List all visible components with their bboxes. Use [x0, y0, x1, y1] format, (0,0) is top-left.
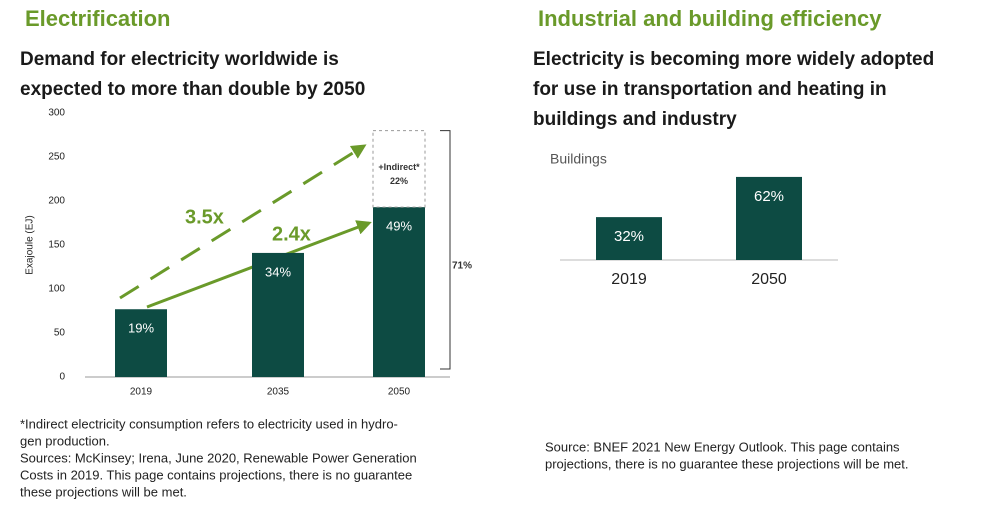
indirect-share: 22%	[390, 176, 408, 186]
chart-title: expected to more than double by 2050	[20, 79, 365, 100]
y-tick-label: 50	[54, 328, 66, 339]
section-heading: Industrial and building efficiency	[538, 6, 882, 31]
bar-label: 62%	[754, 188, 784, 205]
footnote: gen production.	[20, 433, 110, 448]
footnote: projections, there is no guarantee these…	[545, 456, 908, 471]
footnote: Costs in 2019. This page contains projec…	[20, 467, 412, 482]
footnote: Source: BNEF 2021 New Energy Outlook. Th…	[545, 439, 900, 454]
footnote: *Indirect electricity consumption refers…	[20, 416, 398, 431]
y-tick-label: 0	[59, 372, 65, 383]
bracket	[440, 130, 451, 370]
bar	[736, 176, 802, 260]
bar	[115, 309, 167, 377]
footnote: Sources: McKinsey; Irena, June 2020, Ren…	[20, 450, 417, 465]
chart-title: Demand for electricity worldwide is	[20, 49, 339, 70]
bar-label: 32%	[614, 228, 644, 245]
x-tick-label: 2035	[267, 387, 290, 398]
y-tick-label: 300	[48, 108, 65, 119]
y-tick-label: 150	[48, 240, 65, 251]
bar-label: 34%	[265, 264, 291, 279]
footnote: these projections will be met.	[20, 484, 187, 499]
annotation: 3.5x	[185, 206, 224, 228]
y-tick-label: 200	[48, 196, 65, 207]
chart-title: for use in transportation and heating in	[533, 79, 887, 100]
y-axis-label: Exajoule (EJ)	[25, 215, 36, 274]
bar-label: 49%	[386, 219, 412, 234]
bar	[596, 217, 662, 260]
total-share: 71%	[452, 261, 472, 272]
bar	[252, 252, 304, 377]
x-tick-label: 2019	[130, 387, 153, 398]
dashed-arrow	[119, 144, 367, 300]
indirect-bar	[372, 130, 426, 208]
chart-title: buildings and industry	[533, 109, 737, 130]
bar	[373, 207, 425, 377]
indirect-label: +Indirect*	[378, 162, 420, 172]
x-tick-label: 2050	[388, 387, 411, 398]
x-tick-label: 2050	[751, 271, 787, 288]
chart-title: Electricity is becoming more widely adop…	[533, 49, 934, 70]
y-tick-label: 100	[48, 284, 65, 295]
annotation: 2.4x	[272, 223, 311, 245]
subtitle: Buildings	[550, 151, 607, 167]
x-tick-label: 2019	[611, 271, 647, 288]
bar-label: 19%	[128, 321, 154, 336]
section-heading: Electrification	[25, 6, 170, 31]
y-tick-label: 250	[48, 152, 65, 163]
